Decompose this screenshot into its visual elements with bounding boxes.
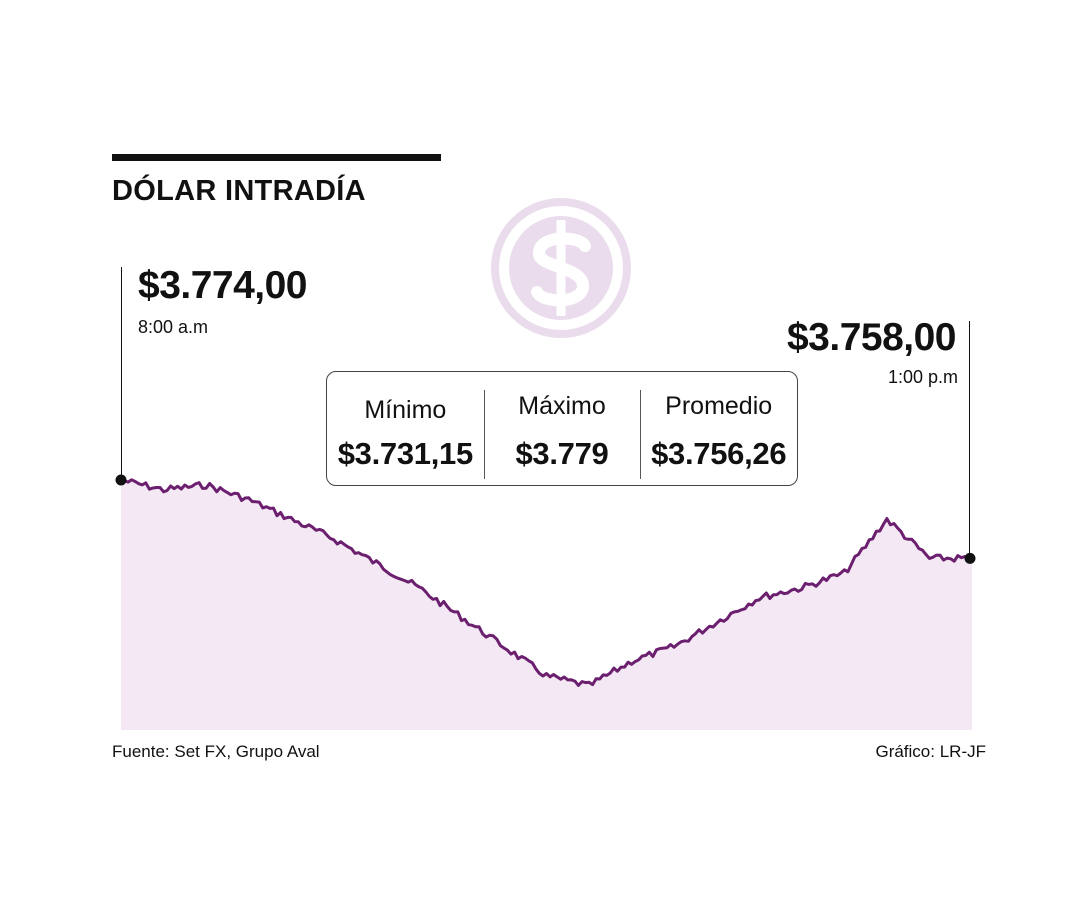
open-time: 8:00 a.m	[138, 317, 209, 337]
dollar-coin-icon	[491, 198, 631, 338]
stat-label: Máximo	[518, 392, 606, 420]
chart-title: DÓLAR INTRADÍA	[112, 175, 366, 207]
title-rule	[112, 154, 441, 161]
stat-average: Promedio $3.756,26	[640, 372, 797, 485]
stat-label: Mínimo	[364, 396, 447, 424]
stats-box: Mínimo $3.731,15 Máximo $3.779 Promedio …	[326, 371, 798, 486]
credit-note: Gráfico: LR-JF	[875, 742, 986, 761]
open-leader-line	[121, 267, 122, 482]
price-area-fill	[121, 479, 972, 730]
stat-minimum: Mínimo $3.731,15	[327, 372, 484, 485]
stat-value: $3.779	[515, 436, 609, 471]
close-time: 1:00 p.m	[887, 367, 958, 387]
open-price: $3.774,00	[138, 264, 308, 307]
stat-maximum: Máximo $3.779	[483, 372, 641, 485]
stat-value: $3.756,26	[651, 436, 787, 471]
source-note: Fuente: Set FX, Grupo Aval	[112, 742, 320, 761]
close-leader-line	[969, 321, 970, 554]
close-price: $3.758,00	[786, 316, 957, 359]
close-marker	[964, 552, 976, 564]
stat-label: Promedio	[665, 392, 773, 420]
stat-value: $3.731,15	[337, 436, 474, 471]
price-line	[120, 478, 973, 687]
